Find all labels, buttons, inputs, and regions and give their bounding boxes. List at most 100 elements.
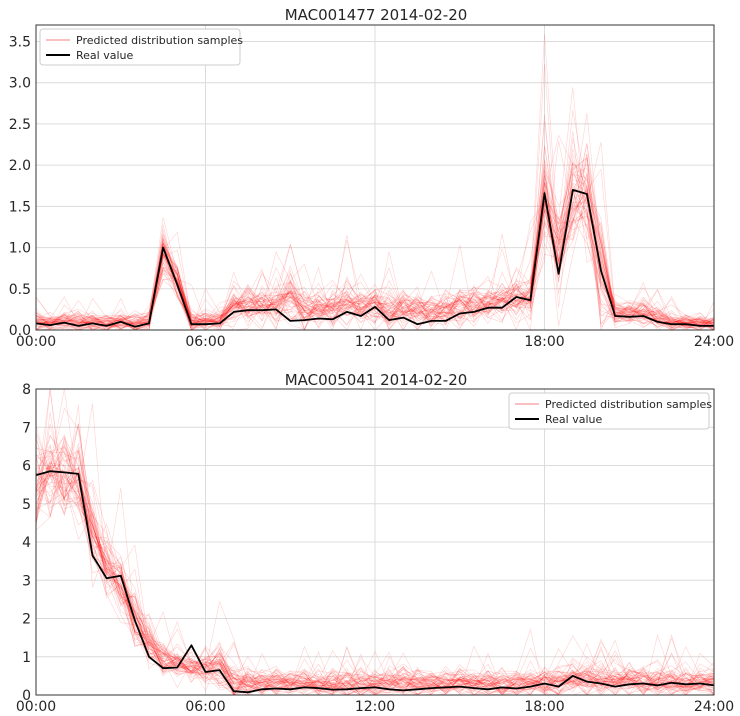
sample-line <box>35 455 715 696</box>
sample-line <box>35 451 715 696</box>
sample-line <box>35 470 715 696</box>
legend-samples-label: Predicted distribution samples <box>76 34 243 47</box>
sample-line <box>35 138 715 331</box>
sample-line <box>35 450 715 691</box>
sample-line <box>35 443 715 695</box>
y-tick-label: 0.5 <box>9 282 31 298</box>
sample-line <box>35 435 715 696</box>
sample-line <box>35 457 715 696</box>
sample-line <box>35 154 715 331</box>
x-tick-labels: 00:00 06:00 12:00 18:00 24:00 <box>16 699 734 715</box>
sample-line <box>35 423 715 695</box>
sample-line <box>35 433 715 696</box>
sample-line <box>35 158 715 331</box>
sample-line <box>35 436 715 695</box>
sample-line <box>35 472 715 696</box>
sample-line <box>35 388 715 696</box>
sample-line <box>35 446 715 696</box>
x-tick-labels: 00:00 06:00 12:00 18:00 24:00 <box>16 334 734 350</box>
sample-line <box>35 445 715 696</box>
y-tick-label: 2 <box>22 612 31 628</box>
y-tick-label: 2.0 <box>9 158 31 174</box>
sample-line <box>35 458 715 696</box>
sample-lines <box>35 388 715 696</box>
sample-line <box>35 444 715 693</box>
y-tick-label: 3.0 <box>9 76 31 92</box>
legend-samples-label: Predicted distribution samples <box>545 398 712 411</box>
sample-line <box>35 465 715 696</box>
sample-line <box>35 184 715 331</box>
x-tick-label: 18:00 <box>524 699 564 715</box>
sample-line <box>35 157 715 331</box>
sample-line <box>35 434 715 696</box>
sample-line <box>35 186 715 331</box>
sample-line <box>35 181 715 331</box>
sample-line <box>35 466 715 696</box>
plot-frame <box>35 388 715 696</box>
legend: Predicted distribution samples Real valu… <box>508 392 712 430</box>
chart-title: MAC001477 2014-02-20 <box>285 6 468 24</box>
x-tick-label: 18:00 <box>524 334 564 350</box>
y-tick-label: 0 <box>22 688 31 704</box>
x-tick-label: 12:00 <box>355 699 395 715</box>
legend-box <box>508 392 710 430</box>
y-tick-label: 1.5 <box>9 199 31 215</box>
sample-line <box>35 443 715 696</box>
real-value-line-group <box>35 470 715 694</box>
sample-line <box>35 468 715 696</box>
y-tick-labels: 0.0 0.5 1.0 1.5 2.0 2.5 3.0 3.5 <box>9 34 31 339</box>
legend: Predicted distribution samples Real valu… <box>39 28 243 66</box>
sample-line <box>35 462 715 696</box>
sample-line <box>35 474 715 696</box>
sample-line <box>35 174 715 326</box>
sample-line <box>35 450 715 696</box>
y-tick-label: 3 <box>22 573 31 589</box>
x-tick-label: 24:00 <box>694 334 734 350</box>
y-tick-label: 8 <box>22 382 31 398</box>
sample-line <box>35 473 715 696</box>
x-tick-label: 12:00 <box>355 334 395 350</box>
y-tick-label: 5 <box>22 497 31 513</box>
sample-line <box>35 425 715 696</box>
sample-line <box>35 202 715 330</box>
sample-line <box>35 142 715 331</box>
y-tick-label: 3.5 <box>9 34 31 50</box>
sample-line <box>35 432 715 696</box>
x-tick-label: 00:00 <box>16 334 56 350</box>
y-tick-label: 4 <box>22 535 31 551</box>
sample-line <box>35 436 715 696</box>
y-tick-label: 6 <box>22 459 31 475</box>
sample-line <box>35 403 715 696</box>
y-tick-labels: 0 1 2 3 4 5 6 7 8 <box>22 382 31 704</box>
sample-line <box>35 388 715 696</box>
sample-line <box>35 130 715 331</box>
x-tick-label: 24:00 <box>694 699 734 715</box>
x-tick-label: 00:00 <box>16 699 56 715</box>
sample-line <box>35 472 715 696</box>
real-value-line-group <box>35 188 714 328</box>
sample-line <box>35 198 715 331</box>
y-tick-label: 7 <box>22 420 31 436</box>
legend-real-label: Real value <box>545 413 602 426</box>
sample-line <box>35 170 715 332</box>
x-tick-label: 06:00 <box>185 334 225 350</box>
y-tick-label: 1 <box>22 650 31 666</box>
sample-line <box>35 209 715 331</box>
sample-line <box>35 113 715 331</box>
sample-line <box>35 465 715 696</box>
sample-line <box>35 447 715 692</box>
real-value-line <box>35 188 714 328</box>
chart-mac001477: MAC001477 2014-02-20 0.0 0.5 1.0 1.5 2.0 2.5 3… <box>9 6 734 350</box>
sample-line <box>35 471 715 696</box>
sample-line <box>35 412 715 692</box>
sample-line <box>35 178 715 331</box>
sample-line <box>35 451 715 696</box>
y-tick-label: 1.0 <box>9 241 31 257</box>
y-tick-label: 2.5 <box>9 117 31 133</box>
sample-line <box>35 144 715 331</box>
legend-box <box>39 28 241 66</box>
sample-line <box>35 466 715 696</box>
sample-line <box>35 142 715 331</box>
